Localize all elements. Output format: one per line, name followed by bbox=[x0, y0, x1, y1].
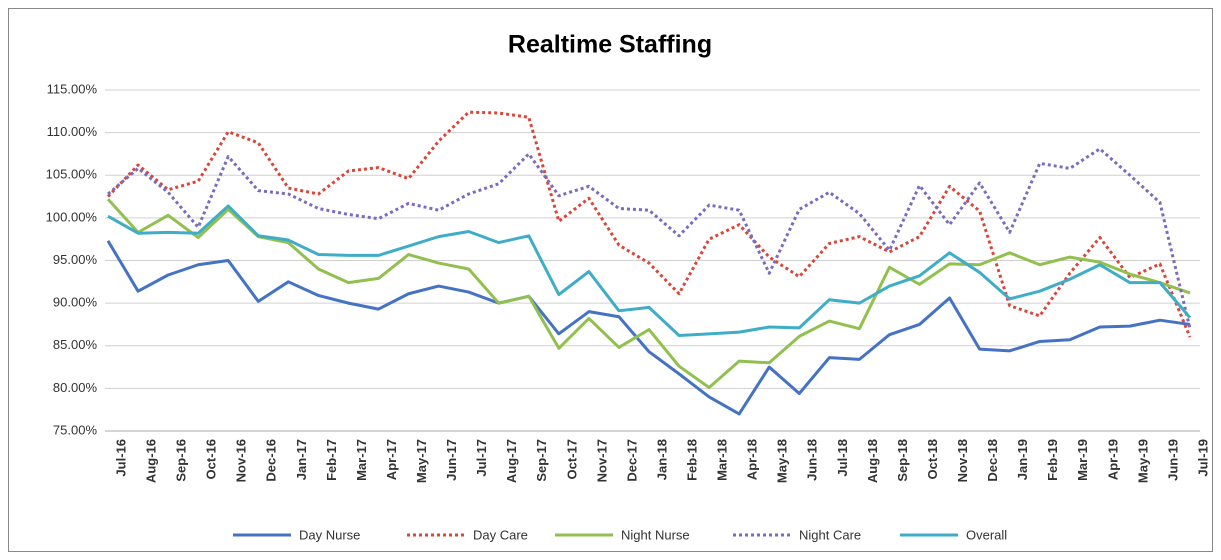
x-tick-label: Oct-16 bbox=[204, 439, 219, 479]
x-tick-label: Jun-18 bbox=[805, 439, 820, 481]
legend-label: Day Nurse bbox=[299, 527, 360, 542]
legend-label: Night Nurse bbox=[621, 527, 690, 542]
y-tick-label: 115.00% bbox=[47, 81, 98, 96]
x-tick-label: Sep-16 bbox=[174, 439, 189, 482]
x-tick-label: Aug-18 bbox=[865, 439, 880, 483]
x-tick-label: Jul-17 bbox=[474, 439, 489, 477]
x-tick-label: Nov-16 bbox=[234, 439, 249, 482]
x-tick-label: Dec-17 bbox=[624, 439, 639, 482]
chart-border bbox=[8, 8, 1213, 552]
x-tick-label: Aug-16 bbox=[143, 439, 158, 483]
y-tick-label: 95.00% bbox=[53, 252, 98, 267]
x-tick-label: Jun-19 bbox=[1165, 439, 1180, 481]
legend-label: Overall bbox=[966, 527, 1007, 542]
y-tick-label: 110.00% bbox=[47, 124, 98, 139]
x-tick-label: Sep-18 bbox=[895, 439, 910, 482]
x-tick-label: Sep-17 bbox=[534, 439, 549, 482]
x-tick-label: Feb-18 bbox=[684, 439, 699, 481]
x-tick-label: Jan-18 bbox=[654, 439, 669, 480]
x-tick-label: Jul-16 bbox=[113, 439, 128, 477]
x-tick-label: Oct-18 bbox=[925, 439, 940, 479]
series-line bbox=[107, 204, 1192, 338]
y-tick-label: 100.00% bbox=[46, 209, 98, 224]
x-tick-label: Apr-19 bbox=[1105, 439, 1120, 480]
series-line bbox=[106, 110, 1192, 338]
x-tick-label: Jan-19 bbox=[1015, 439, 1030, 480]
x-tick-label: Apr-18 bbox=[745, 439, 760, 480]
y-tick-label: 90.00% bbox=[53, 295, 98, 310]
x-tick-label: Jul-18 bbox=[835, 439, 850, 477]
y-tick-label: 105.00% bbox=[46, 167, 98, 182]
x-tick-label: Aug-17 bbox=[504, 439, 519, 483]
x-tick-label: Mar-18 bbox=[715, 439, 730, 481]
y-tick-label: 85.00% bbox=[53, 337, 98, 352]
chart-title: Realtime Staffing bbox=[508, 31, 712, 59]
x-tick-label: Apr-17 bbox=[384, 439, 399, 480]
legend-label: Day Care bbox=[473, 527, 528, 542]
series-line bbox=[106, 240, 1191, 416]
x-tick-label: Jan-17 bbox=[294, 439, 309, 480]
x-tick-label: Nov-17 bbox=[594, 439, 609, 482]
y-tick-label: 80.00% bbox=[53, 380, 98, 395]
x-tick-label: Feb-19 bbox=[1045, 439, 1060, 481]
series-line bbox=[106, 198, 1191, 390]
x-tick-label: May-17 bbox=[414, 439, 429, 483]
x-tick-label: Mar-17 bbox=[354, 439, 369, 481]
y-tick-label: 75.00% bbox=[53, 422, 98, 437]
x-tick-label: Oct-17 bbox=[564, 439, 579, 479]
x-tick-label: Jul-19 bbox=[1195, 439, 1210, 477]
x-tick-label: Nov-18 bbox=[955, 439, 970, 482]
series-line bbox=[107, 147, 1192, 330]
x-tick-label: Feb-17 bbox=[324, 439, 339, 481]
x-tick-label: May-18 bbox=[775, 439, 790, 483]
x-tick-label: Dec-16 bbox=[264, 439, 279, 482]
x-tick-label: May-19 bbox=[1135, 439, 1150, 483]
x-tick-label: Jun-17 bbox=[444, 439, 459, 481]
x-tick-label: Mar-19 bbox=[1075, 439, 1090, 481]
legend-label: Night Care bbox=[799, 527, 861, 542]
x-tick-label: Dec-18 bbox=[985, 439, 1000, 482]
